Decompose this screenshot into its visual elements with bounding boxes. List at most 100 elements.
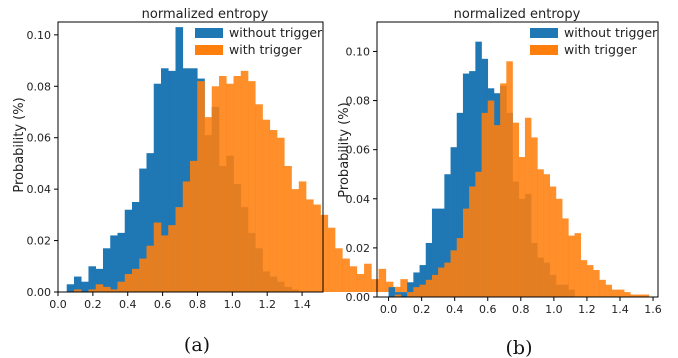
legend-swatch-with-trigger bbox=[530, 45, 558, 55]
histogram-bar bbox=[88, 266, 97, 292]
histogram-bar bbox=[574, 233, 582, 297]
histogram-bar bbox=[219, 76, 227, 292]
histogram-bar bbox=[182, 181, 191, 292]
histogram-bar bbox=[611, 289, 619, 297]
histogram-bar bbox=[407, 282, 414, 297]
y-tick-label: 0.08 bbox=[346, 95, 371, 108]
histogram-bar bbox=[393, 286, 401, 292]
histogram-bar bbox=[306, 199, 314, 292]
histogram-bar bbox=[233, 76, 242, 292]
histogram-bar bbox=[124, 274, 133, 292]
x-tick-label: 0.8 bbox=[512, 303, 530, 316]
histogram-bar bbox=[617, 289, 625, 297]
histogram-bar bbox=[605, 284, 613, 297]
histogram-bar bbox=[175, 207, 184, 292]
histogram-bar bbox=[630, 294, 637, 297]
histogram-bar bbox=[543, 174, 551, 297]
histogram-bar bbox=[320, 214, 329, 292]
legend-swatch-without-trigger bbox=[530, 28, 558, 38]
histogram-bar bbox=[110, 235, 118, 292]
histogram-bar bbox=[81, 281, 89, 292]
histogram-bar bbox=[549, 186, 557, 297]
histogram-bar bbox=[419, 265, 427, 297]
histogram-bar bbox=[102, 248, 111, 292]
histogram-bar bbox=[131, 202, 140, 292]
histogram-bar bbox=[284, 166, 292, 292]
histogram-bar bbox=[475, 171, 482, 297]
histogram-bar bbox=[400, 292, 408, 297]
histogram-bar bbox=[110, 289, 118, 292]
histogram-bar bbox=[388, 287, 396, 297]
histogram-bar bbox=[153, 222, 162, 292]
histogram-bar bbox=[153, 83, 162, 293]
y-tick-label: 0.08 bbox=[27, 80, 52, 93]
histogram-bar bbox=[168, 70, 176, 292]
x-tick-label: 0.2 bbox=[413, 303, 431, 316]
series-with-trigger bbox=[73, 70, 430, 293]
histogram-bar bbox=[139, 258, 147, 292]
plot-frame bbox=[57, 21, 324, 293]
histogram-bar bbox=[400, 279, 408, 292]
histogram-bar bbox=[537, 169, 544, 297]
histogram-bar bbox=[117, 232, 126, 292]
axis-ticks: 0.0 0.2 0.4 0.6 0.8 1.0 1.2 1.4 1.6 0.00 0.02 0.04 0… bbox=[346, 45, 662, 316]
histogram-bar bbox=[117, 281, 126, 292]
legend: without trigger with trigger bbox=[530, 25, 658, 57]
histogram-bar bbox=[248, 81, 256, 292]
histogram-bar bbox=[124, 209, 133, 292]
y-axis-label: Probability (%) bbox=[337, 102, 352, 197]
panel-caption: (b) bbox=[506, 337, 533, 358]
legend-label-with-trigger: with trigger bbox=[229, 42, 303, 57]
histogram-panel-a: normalized entropy Probability (%) 0.0 0.… bbox=[12, 7, 430, 356]
x-tick-label: 0.4 bbox=[119, 298, 137, 311]
histogram-bar bbox=[431, 274, 439, 297]
histogram-bar bbox=[506, 61, 513, 297]
histogram-bar bbox=[95, 284, 104, 292]
y-tick-label: 0.06 bbox=[346, 144, 371, 157]
histogram-bar bbox=[469, 186, 476, 297]
histogram-bar bbox=[555, 198, 563, 297]
y-tick-label: 0.06 bbox=[27, 132, 52, 145]
histogram-bar bbox=[240, 70, 249, 292]
histogram-bar bbox=[599, 279, 606, 297]
histogram-bar bbox=[642, 294, 650, 297]
y-tick-label: 0.02 bbox=[346, 242, 371, 255]
histogram-bar bbox=[385, 281, 394, 292]
chart-title: normalized entropy bbox=[454, 7, 581, 22]
x-tick-label: 0.4 bbox=[446, 303, 464, 316]
histogram-bar bbox=[425, 279, 433, 297]
histogram-bar bbox=[580, 260, 588, 297]
histogram-panel-b: normalized entropy Probability (%) 0.0 0.… bbox=[337, 7, 662, 358]
histogram-bar bbox=[327, 227, 336, 292]
x-tick-label: 0.0 bbox=[49, 298, 67, 311]
legend-label-without-trigger: without trigger bbox=[564, 25, 658, 40]
histogram-bar bbox=[146, 245, 155, 292]
x-tick-label: 0.6 bbox=[154, 298, 172, 311]
legend-label-without-trigger: without trigger bbox=[229, 25, 323, 40]
legend-swatch-without-trigger bbox=[195, 28, 223, 38]
y-axis-label: Probability (%) bbox=[12, 97, 27, 192]
histogram-bar bbox=[139, 168, 147, 292]
histogram-bar bbox=[456, 112, 464, 297]
histogram-bar bbox=[269, 130, 278, 292]
histogram-bar bbox=[298, 181, 307, 292]
histogram-bar bbox=[469, 71, 476, 297]
histogram-bar bbox=[255, 104, 263, 292]
histogram-bar bbox=[419, 284, 427, 297]
x-tick-label: 1.4 bbox=[611, 303, 629, 316]
y-tick-label: 0.02 bbox=[27, 235, 52, 248]
histogram-bar bbox=[175, 27, 184, 292]
histogram-bar bbox=[624, 292, 631, 297]
y-tick-label: 0.10 bbox=[346, 45, 371, 58]
histogram-bar bbox=[394, 294, 402, 297]
histogram-bar bbox=[487, 100, 495, 297]
plot-frame bbox=[376, 21, 659, 298]
x-tick-label: 1.0 bbox=[545, 303, 563, 316]
histogram-bar bbox=[531, 137, 538, 297]
histogram-bar bbox=[568, 235, 575, 297]
histogram-bar bbox=[342, 258, 350, 292]
histogram-bar bbox=[131, 268, 140, 292]
histogram-bar bbox=[462, 73, 470, 297]
histogram-bar bbox=[500, 83, 507, 297]
